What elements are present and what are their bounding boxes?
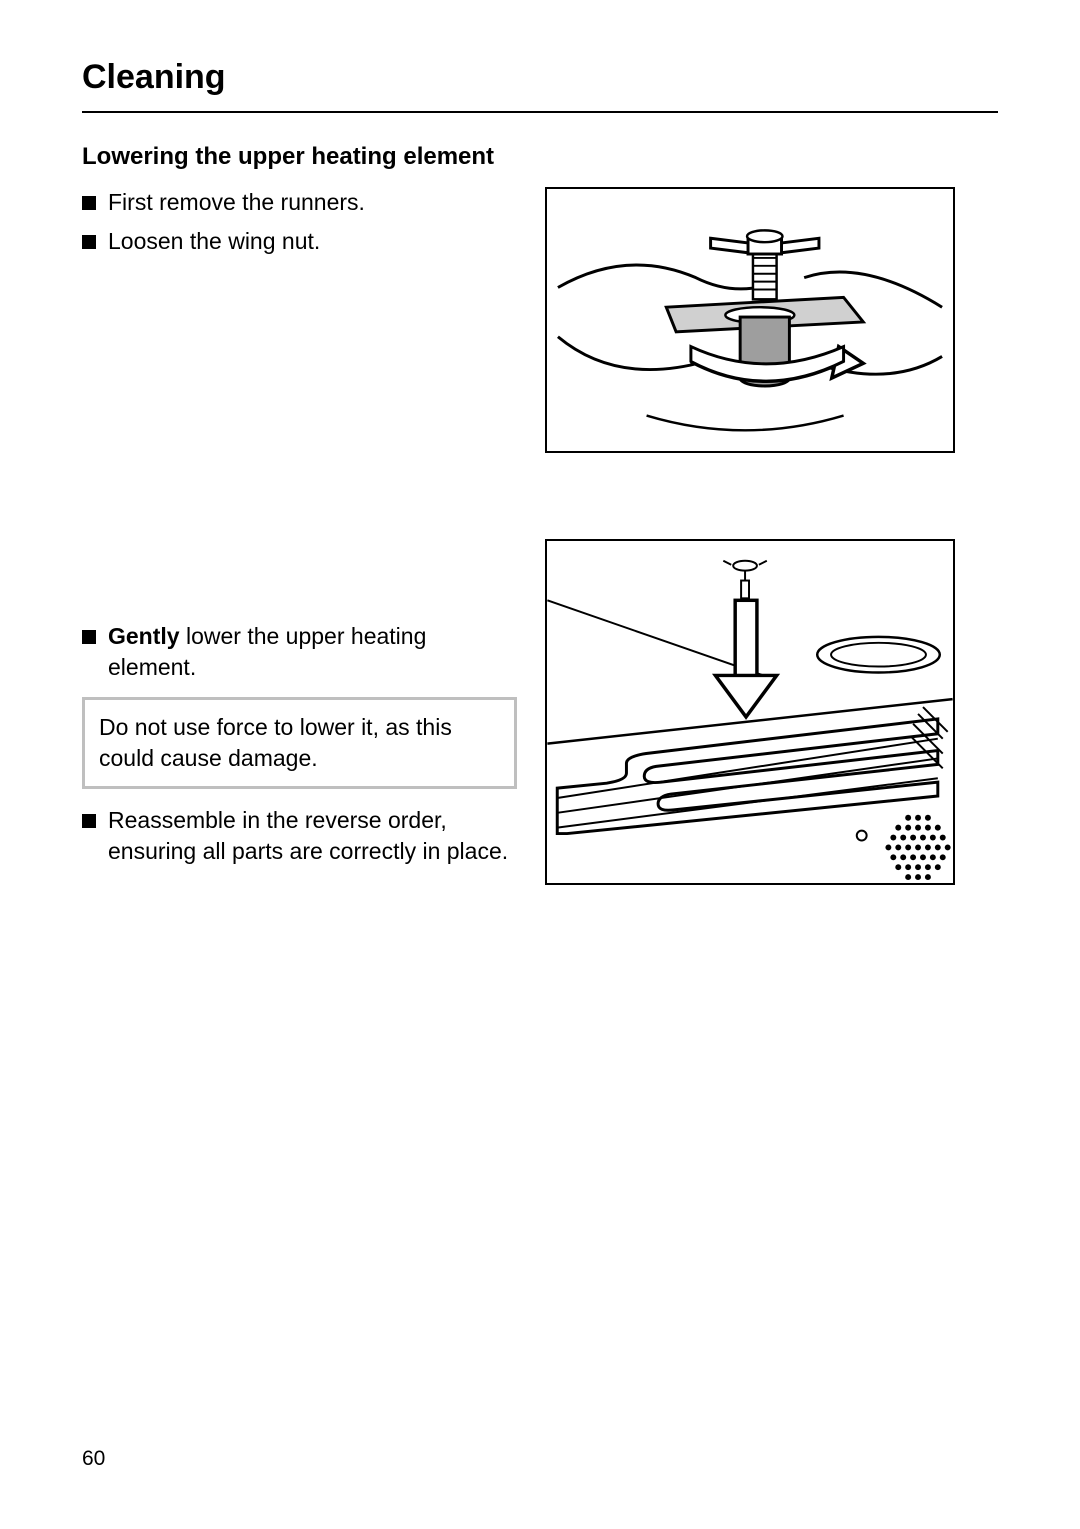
step-remove-runners: First remove the runners. <box>82 187 517 218</box>
step-gently-lower: Gently lower the upper heating element. <box>82 621 517 683</box>
bullet-icon <box>82 630 96 644</box>
section-title: Lowering the upper heating element <box>82 143 998 171</box>
step-text: Gently lower the upper heating element. <box>108 621 517 683</box>
bullet-icon <box>82 235 96 249</box>
bullet-icon <box>82 196 96 210</box>
step-text: First remove the runners. <box>108 187 365 218</box>
page-title: Cleaning <box>82 58 998 113</box>
warning-box: Do not use force to lower it, as this co… <box>82 697 517 789</box>
page-number: 60 <box>82 1447 105 1471</box>
step-reassemble: Reassemble in the reverse order, ensurin… <box>82 805 517 867</box>
step-text: Loosen the wing nut. <box>108 226 320 257</box>
step-text: Reassemble in the reverse order, ensurin… <box>108 805 517 867</box>
emphasis: Gently <box>108 623 180 649</box>
step-loosen-wing-nut: Loosen the wing nut. <box>82 226 517 257</box>
bullet-icon <box>82 814 96 828</box>
figure-lower-element <box>545 539 955 885</box>
figure-wing-nut <box>545 187 955 453</box>
